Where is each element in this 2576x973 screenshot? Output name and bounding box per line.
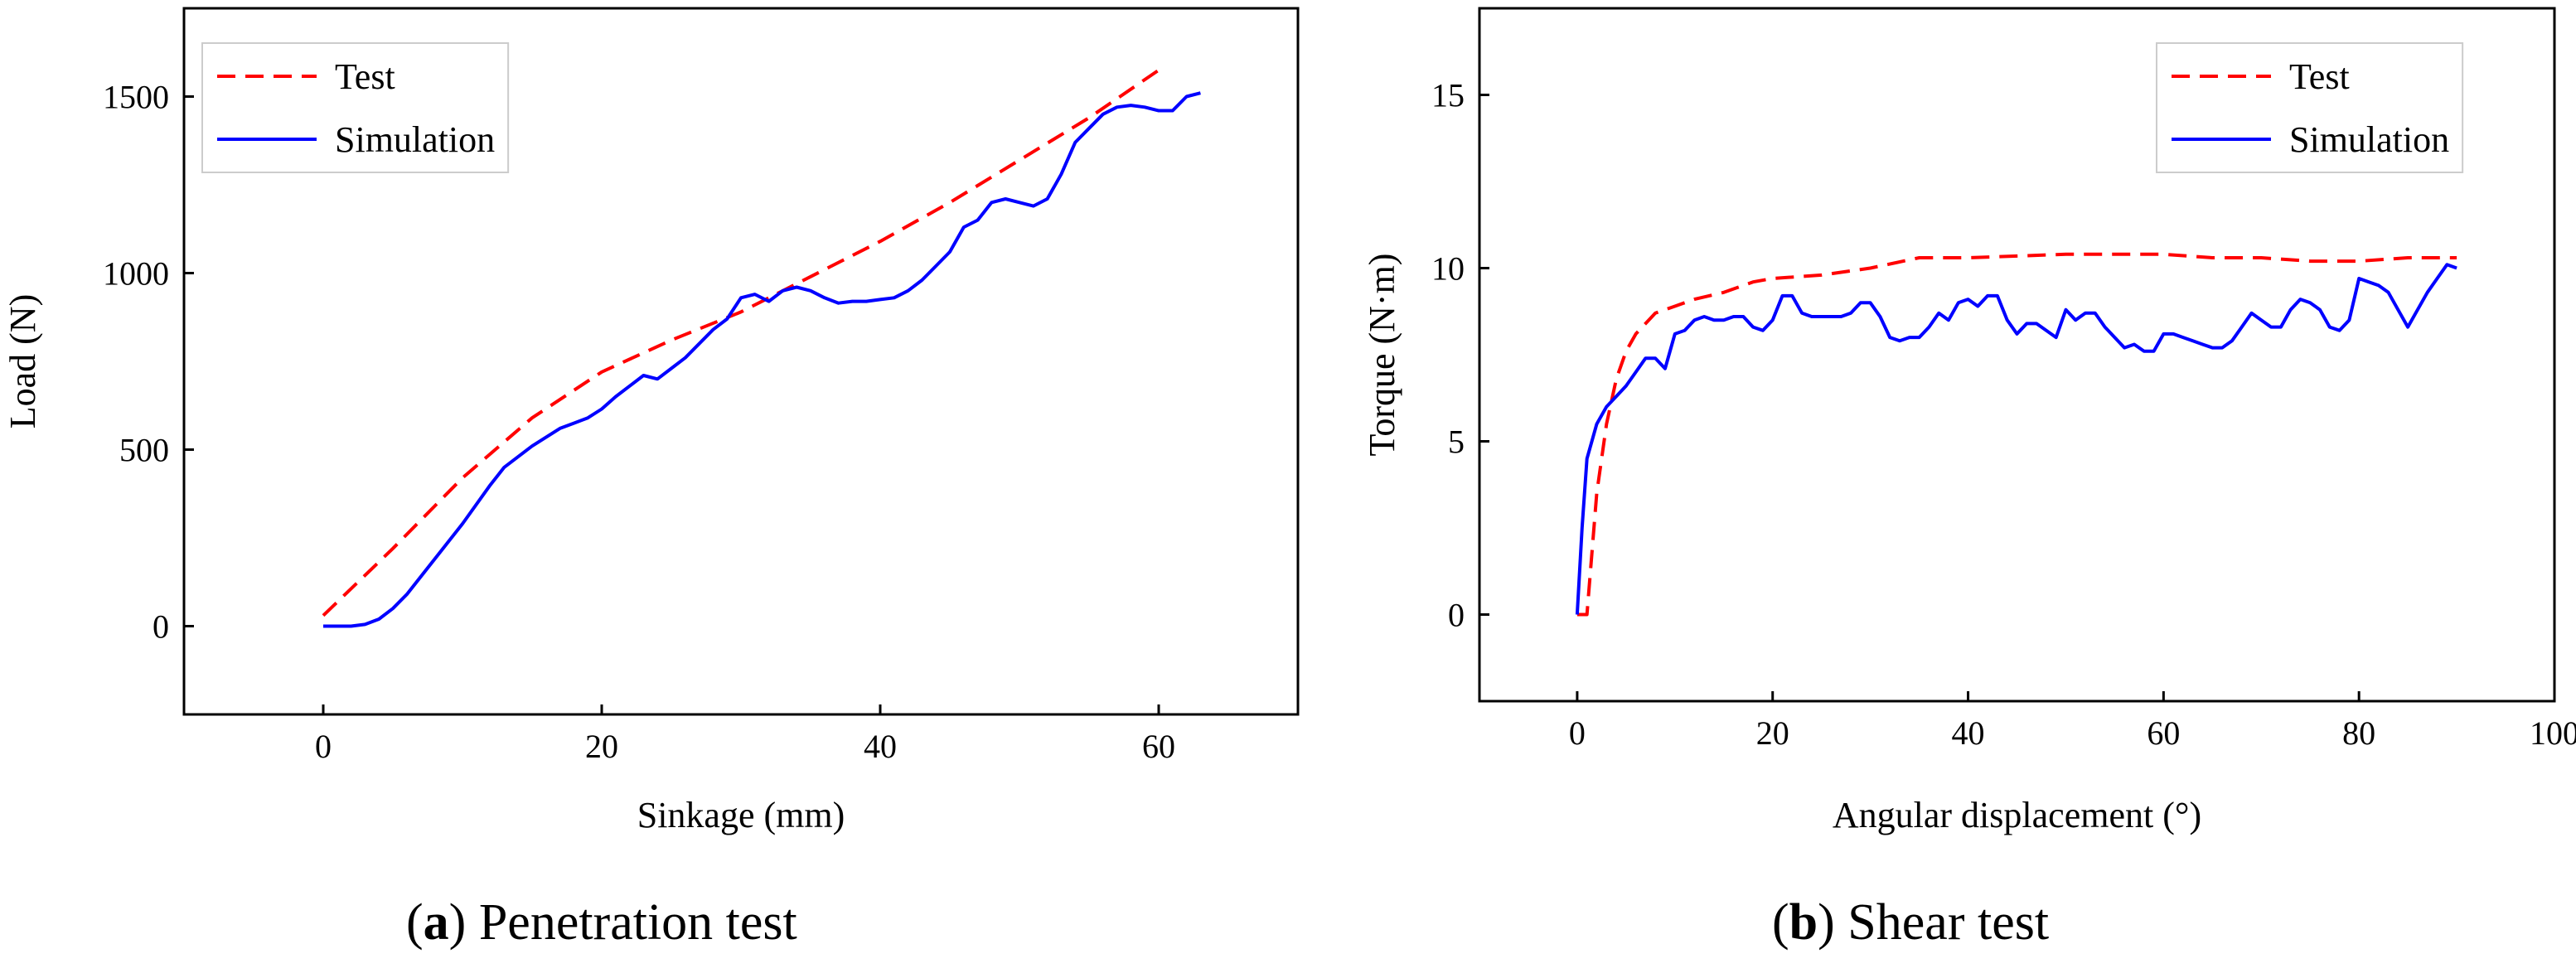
legend: Test Simulation <box>201 42 510 173</box>
y-axis-title: Torque (N·m) <box>1362 254 1402 457</box>
y-tick-label: 5 <box>1448 424 1465 461</box>
x-tick-label: 80 <box>2342 714 2375 752</box>
chart-shear: 0 20 40 60 80 100 0 5 10 15 Angular displacement (… <box>1362 7 2576 835</box>
caption-a-open: ( <box>406 894 424 951</box>
plot-frame <box>182 7 1300 716</box>
series-test-line <box>322 68 1160 617</box>
caption-a-close: ) <box>448 894 467 951</box>
y-tick-label: 10 <box>1431 250 1465 288</box>
x-axis-title: Angular displacement (°) <box>1833 795 2201 835</box>
y-tick-label: 500 <box>119 432 169 469</box>
legend-frame <box>201 42 510 173</box>
legend-simulation-label: Simulation <box>335 119 495 160</box>
x-tick-label: 20 <box>585 728 618 765</box>
x-tick-label: 40 <box>1952 714 1985 752</box>
caption-a-text: Penetration test <box>466 894 797 951</box>
caption-b-close: ) <box>1818 894 1835 951</box>
y-tick-label: 0 <box>1448 597 1465 634</box>
y-tick-label: 1000 <box>103 255 169 293</box>
series-simulation-line <box>1575 263 2457 615</box>
y-tick-label: 0 <box>153 608 169 646</box>
caption-a: (a) Penetration test <box>406 893 797 952</box>
series-simulation-line <box>323 91 1201 628</box>
x-tick-label: 0 <box>315 728 332 765</box>
caption-b: (b) Shear test <box>1772 893 2049 952</box>
caption-a-letter: a <box>423 894 449 951</box>
caption-b-open: ( <box>1772 894 1789 951</box>
legend: Test Simulation <box>2156 42 2464 173</box>
x-tick-label: 60 <box>2147 714 2180 752</box>
series-test-line <box>1576 252 2457 617</box>
x-tick-label: 0 <box>1569 714 1586 752</box>
legend-simulation-label: Simulation <box>2289 119 2449 160</box>
caption-b-text: Shear test <box>1834 894 2050 951</box>
x-tick-label: 40 <box>864 728 897 765</box>
x-tick-label: 20 <box>1756 714 1789 752</box>
legend-test-label: Test <box>2289 56 2350 97</box>
caption-b-letter: b <box>1789 894 1818 951</box>
y-tick-label: 1500 <box>103 79 169 116</box>
legend-frame <box>2156 42 2464 173</box>
y-axis-title: Load (N) <box>2 294 43 429</box>
y-tick-label: 15 <box>1431 77 1465 114</box>
chart-penetration: 0 20 40 60 0 500 1000 1500 Sinkage (mm) Load (N) T… <box>2 7 1300 835</box>
x-axis-title: Sinkage (mm) <box>637 795 845 835</box>
plot-frame <box>1478 7 2556 703</box>
x-tick-label: 100 <box>2530 714 2576 752</box>
x-tick-label: 60 <box>1142 728 1175 765</box>
legend-test-label: Test <box>335 56 395 97</box>
